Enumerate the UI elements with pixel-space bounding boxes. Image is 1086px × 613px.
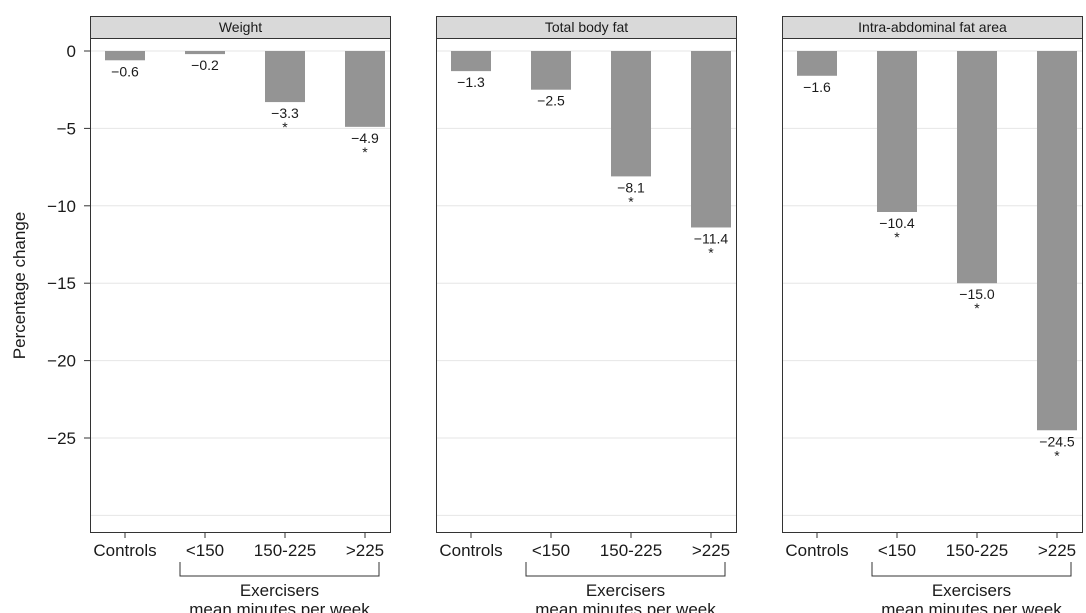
group-label-line2: mean minutes per week (535, 600, 716, 613)
bar (691, 51, 731, 228)
x-tick-label: <150 (878, 541, 916, 560)
significance-marker: * (628, 193, 634, 209)
significance-marker: * (894, 229, 900, 245)
x-tick-label: >225 (346, 541, 384, 560)
x-tick-label: Controls (785, 541, 848, 560)
panel-title: Weight (219, 19, 262, 35)
exercisers-bracket (525, 562, 726, 577)
bar (451, 51, 491, 72)
value-label: −0.6 (111, 63, 139, 79)
value-label: −3.3 (271, 105, 299, 121)
value-label: −11.4 (694, 230, 729, 246)
value-label: −2.5 (537, 93, 565, 109)
group-label-line1: Exercisers (932, 581, 1011, 600)
y-tick-label: −15 (47, 274, 76, 293)
bar (105, 51, 145, 61)
x-tick-label: >225 (692, 541, 730, 560)
value-label: −4.9 (351, 130, 379, 146)
y-tick-label: −25 (47, 429, 76, 448)
x-tick-label: Controls (439, 541, 502, 560)
x-tick-label: <150 (532, 541, 570, 560)
x-tick-label: 150-225 (946, 541, 1008, 560)
x-tick-label: >225 (1038, 541, 1076, 560)
significance-marker: * (362, 144, 368, 160)
bar (345, 51, 385, 127)
bar (531, 51, 571, 90)
panel-header (90, 16, 391, 39)
value-label: −8.1 (617, 179, 645, 195)
value-label: −24.5 (1039, 433, 1075, 449)
significance-marker: * (1054, 447, 1060, 463)
value-label: −15.0 (959, 286, 995, 302)
bar (877, 51, 917, 212)
panel-plot-area (782, 38, 1083, 533)
value-label: −1.3 (457, 74, 485, 90)
y-tick-label: −10 (47, 197, 76, 216)
group-label-line2: mean minutes per week (881, 600, 1062, 613)
panel-header (436, 16, 737, 39)
value-label: −1.6 (803, 79, 831, 95)
group-label-line1: Exercisers (240, 581, 319, 600)
x-tick-label: Controls (93, 541, 156, 560)
bar (797, 51, 837, 76)
panel-plot-area (90, 38, 391, 533)
panel-title: Total body fat (545, 19, 628, 35)
value-label: −0.2 (191, 57, 219, 73)
panel-plot-area (436, 38, 737, 533)
bar (957, 51, 997, 284)
panel-title: Intra-abdominal fat area (858, 19, 1007, 35)
value-label: −10.4 (879, 215, 915, 231)
bar (1037, 51, 1077, 431)
bar (185, 51, 225, 55)
significance-marker: * (282, 119, 288, 135)
panel-header (782, 16, 1083, 39)
group-label-line2: mean minutes per week (189, 600, 370, 613)
significance-marker: * (708, 244, 714, 260)
y-tick-label: 0 (67, 42, 76, 61)
y-tick-label: −5 (57, 119, 76, 138)
significance-marker: * (974, 300, 980, 316)
exercisers-bracket (179, 562, 380, 577)
bar (611, 51, 651, 177)
x-tick-label: 150-225 (600, 541, 662, 560)
y-tick-label: −20 (47, 352, 76, 371)
y-axis-label: Percentage change (10, 212, 29, 359)
exercisers-bracket (871, 562, 1072, 577)
bar (265, 51, 305, 103)
group-label-line1: Exercisers (586, 581, 665, 600)
x-tick-label: <150 (186, 541, 224, 560)
x-tick-label: 150-225 (254, 541, 316, 560)
